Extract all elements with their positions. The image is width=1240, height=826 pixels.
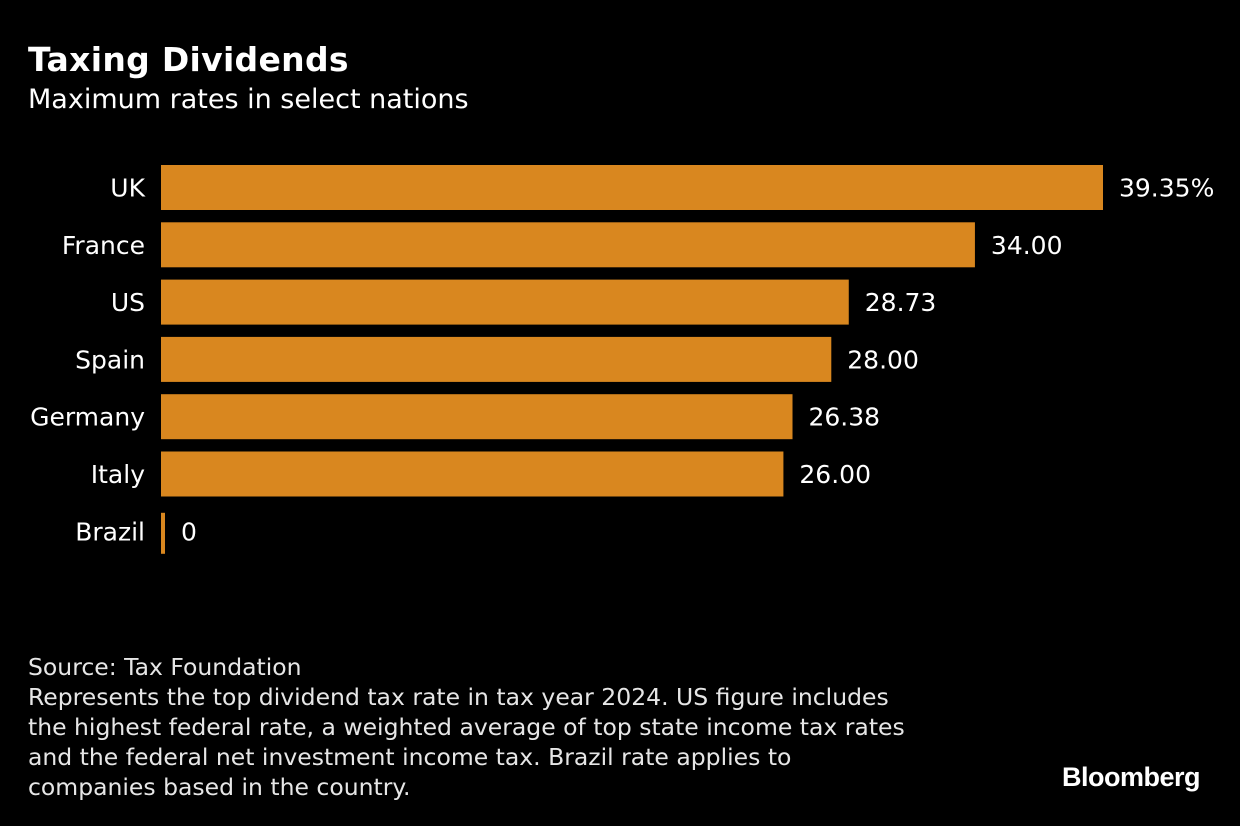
value-label-us: 28.73 [865,288,937,317]
bar-brazil [161,512,165,554]
chart-subtitle: Maximum rates in select nations [28,84,469,115]
note-line-2: the highest federal rate, a weighted ave… [28,713,905,741]
value-label-france: 34.00 [991,231,1063,260]
chart-title: Taxing Dividends [28,40,349,79]
category-label-brazil: Brazil [75,517,145,546]
bar-uk [161,165,1103,210]
category-label-spain: Spain [75,345,145,374]
value-label-spain: 28.00 [847,345,919,374]
note-line-4: companies based in the country. [28,773,411,801]
source-note: Source: Tax Foundation [28,653,302,681]
note-line-3: and the federal net investment income ta… [28,743,792,771]
category-label-germany: Germany [30,403,145,432]
bar-italy [161,451,784,497]
value-label-germany: 26.38 [809,403,881,432]
note-line-1: Represents the top dividend tax rate in … [28,683,889,711]
category-label-france: France [62,231,145,260]
footnotes: Source: Tax Foundation Represents the to… [28,652,1028,802]
category-label-italy: Italy [91,460,145,489]
bloomberg-logo: Bloomberg [1061,762,1201,792]
category-label-uk: UK [110,174,145,203]
bar-us [161,279,849,325]
value-label-italy: 26.00 [799,460,871,489]
bar-germany [161,394,793,440]
value-label-uk: 39.35% [1119,174,1214,203]
bar-france [161,222,975,268]
category-label-us: US [111,288,145,317]
bar-spain [161,336,832,382]
value-label-brazil: 0 [181,517,197,546]
bar-chart: UK 39.35% France 34.00 US 28.73 Spain 28.00 Germ… [30,165,1214,554]
